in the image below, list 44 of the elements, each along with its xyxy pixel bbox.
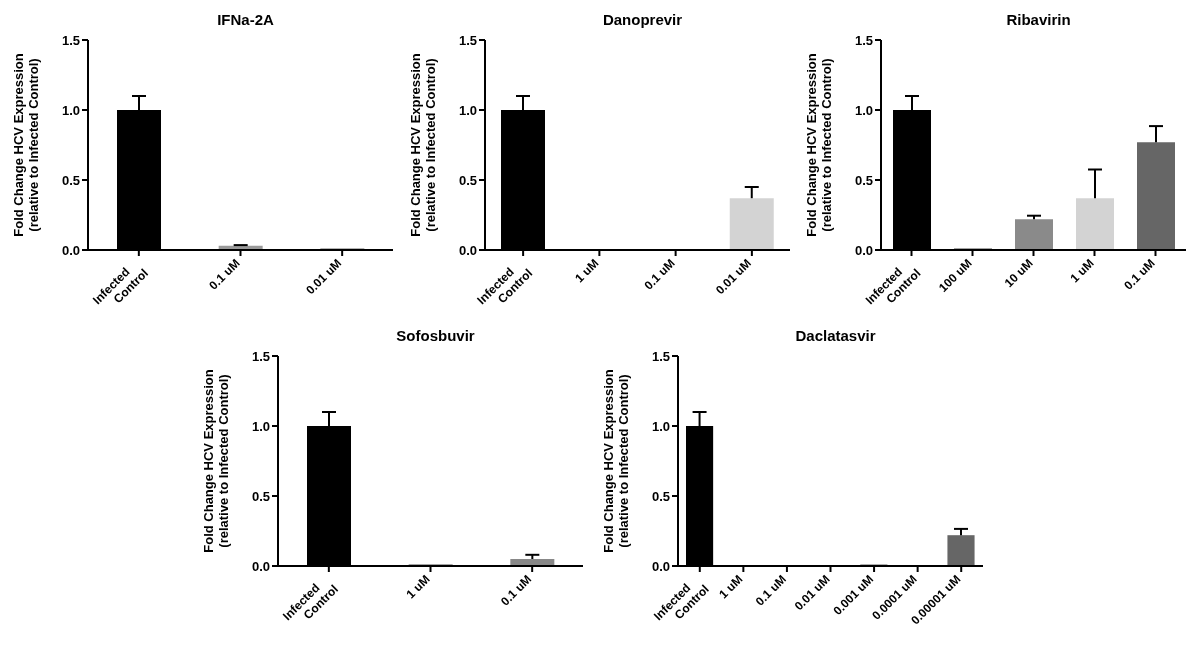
chart-title: Sofosbuvir (395, 326, 476, 346)
y-tick-label: 0.5 (854, 172, 873, 188)
x-tick-label: 10 uM (1001, 256, 1036, 291)
y-tick-label: 1.5 (651, 348, 670, 364)
chart-title: Danoprevir (601, 10, 684, 30)
chart-title: Ribavirin (1005, 10, 1072, 30)
y-tick-label: 0.5 (61, 172, 80, 188)
x-tick-label: 1 uM (1067, 256, 1097, 286)
y-tick-label: 0.5 (458, 172, 477, 188)
y-tick-label: 1.0 (61, 102, 80, 118)
chart-title: Daclatasvir (794, 326, 877, 346)
y-tick-label: 0.0 (458, 242, 477, 258)
x-tick-label: 0.01 uM (712, 256, 754, 298)
x-tick-label: 0.1 uM (206, 256, 243, 293)
y-axis-title: Fold Change HCV Expression (relative to Infected Control) (408, 53, 438, 237)
y-tick-label: 0.5 (651, 488, 670, 504)
x-tick-label: 0.1 uM (1121, 256, 1158, 293)
y-tick-label: 1.0 (854, 102, 873, 118)
y-tick-label: 1.0 (651, 418, 670, 434)
y-tick-label: 0.0 (854, 242, 873, 258)
y-tick-label: 1.0 (251, 418, 270, 434)
y-tick-label: 0.0 (61, 242, 80, 258)
x-tick-label: 0.1 uM (752, 572, 790, 609)
y-axis-title: Fold Change HCV Expression (relative to Infected Control) (601, 369, 631, 553)
y-tick-label: 1.5 (61, 32, 80, 48)
y-axis-title: Fold Change HCV Expression (relative to Infected Control) (11, 53, 41, 237)
y-tick-label: 0.0 (251, 558, 270, 574)
y-tick-label: 0.0 (651, 558, 670, 574)
y-tick-label: 1.5 (458, 32, 477, 48)
x-tick-label: 0.1 uM (641, 256, 678, 293)
x-tick-label: 1 uM (572, 256, 602, 286)
x-tick-label: 0.01 uM (791, 572, 833, 614)
x-tick-label: 0.01 uM (303, 256, 345, 298)
y-tick-label: 1.0 (458, 102, 477, 118)
y-tick-label: 1.5 (854, 32, 873, 48)
y-tick-label: 0.5 (251, 488, 270, 504)
x-tick-label: 1 uM (716, 572, 746, 602)
x-tick-label: 0.1 uM (497, 572, 535, 609)
y-tick-label: 1.5 (251, 348, 270, 364)
x-tick-label: 100 uM (935, 256, 975, 295)
y-axis-title: Fold Change HCV Expression (relative to Infected Control) (201, 369, 231, 553)
x-tick-label: 1 uM (403, 572, 433, 602)
y-axis-title: Fold Change HCV Expression (relative to Infected Control) (804, 53, 834, 237)
chart-title: IFNa-2A (216, 10, 275, 30)
